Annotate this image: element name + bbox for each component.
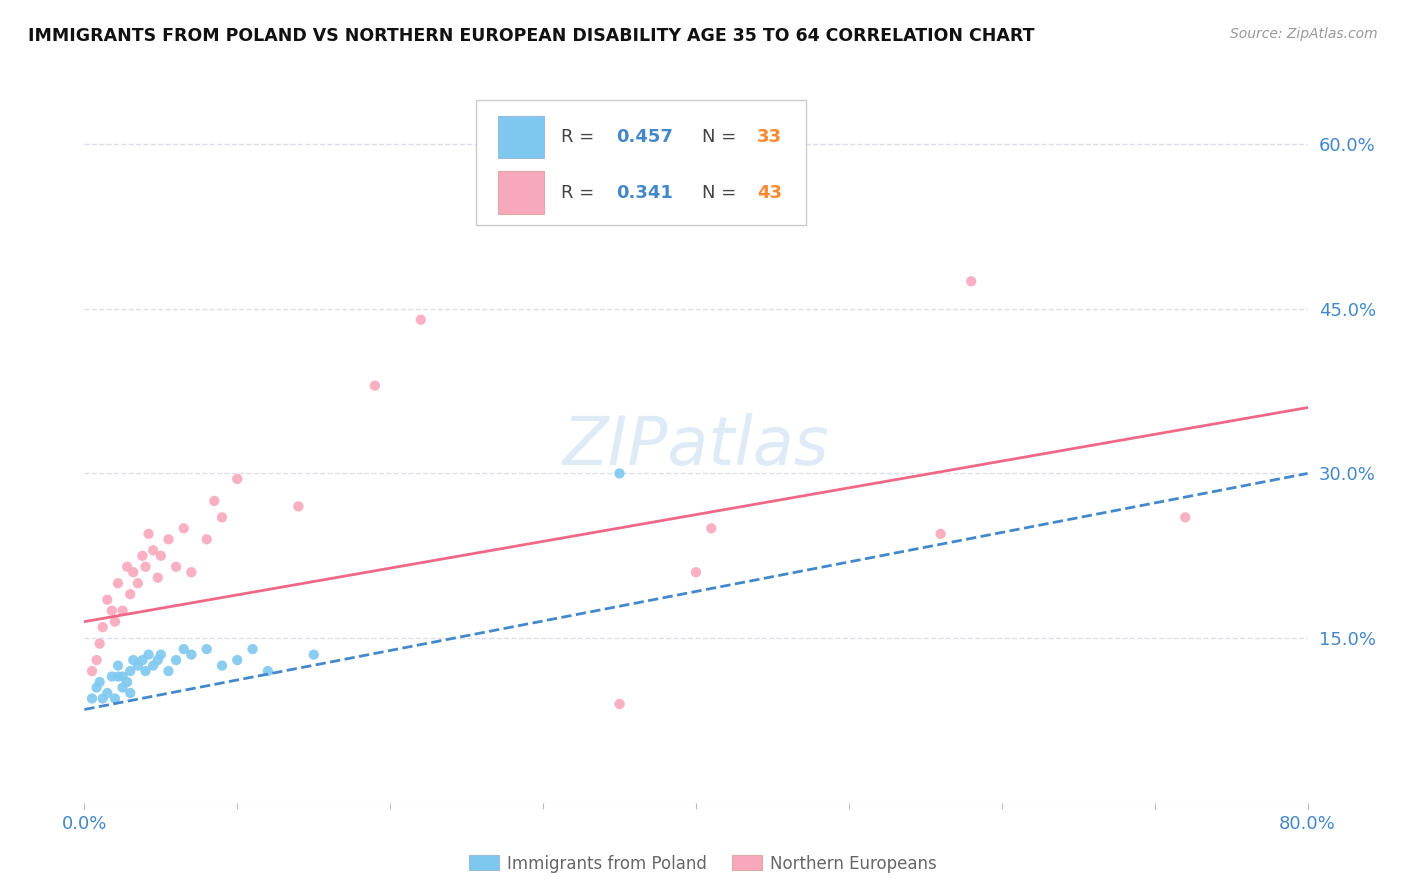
Point (131, 653, 153, 667)
Point (173, 642, 195, 657)
Point (101, 604, 124, 618)
Text: 43: 43 (758, 184, 782, 202)
Point (142, 658, 165, 673)
Point (131, 549, 153, 563)
Point (180, 566, 202, 580)
Point (211, 510, 233, 524)
Point (111, 681, 134, 695)
Point (127, 576, 149, 591)
Point (96, 686, 118, 700)
Point (107, 658, 129, 673)
Text: Source: ZipAtlas.com: Source: ZipAtlas.com (1230, 27, 1378, 41)
Point (115, 559, 138, 574)
Point (202, 494, 225, 508)
Text: R =: R = (561, 128, 600, 146)
Point (135, 664, 157, 678)
Point (180, 648, 202, 662)
Point (120, 686, 142, 700)
Point (111, 604, 134, 618)
Point (107, 669, 129, 683)
Point (929, 526, 952, 541)
Text: R =: R = (561, 184, 600, 202)
Point (287, 500, 309, 514)
Legend: Immigrants from Poland, Northern Europeans: Immigrants from Poland, Northern Europea… (463, 848, 943, 880)
Point (409, 312, 432, 326)
Point (157, 533, 180, 547)
Point (115, 675, 138, 690)
Point (149, 648, 172, 662)
Point (138, 648, 160, 662)
Point (120, 664, 142, 678)
Point (120, 587, 142, 601)
Point (226, 653, 249, 667)
Point (86, 681, 108, 695)
Point (89, 675, 111, 690)
Point (96, 592, 118, 607)
Point (91, 620, 114, 634)
Text: N =: N = (702, 184, 742, 202)
FancyBboxPatch shape (498, 171, 544, 214)
Point (364, 378, 387, 392)
Point (138, 526, 160, 541)
Text: 0.341: 0.341 (616, 184, 673, 202)
Point (1174, 510, 1197, 524)
Text: N =: N = (702, 128, 742, 146)
Point (101, 669, 124, 683)
Point (195, 533, 218, 547)
Point (609, 697, 631, 711)
Point (111, 669, 134, 683)
Point (107, 576, 129, 591)
Point (502, 169, 524, 184)
Point (91, 691, 114, 706)
Point (471, 202, 494, 217)
Point (226, 472, 249, 486)
Point (242, 642, 264, 657)
Point (135, 559, 157, 574)
Text: 0.457: 0.457 (616, 128, 673, 146)
FancyBboxPatch shape (475, 100, 806, 225)
Point (86, 653, 108, 667)
Text: IMMIGRANTS FROM POLAND VS NORTHERN EUROPEAN DISABILITY AGE 35 TO 64 CORRELATION : IMMIGRANTS FROM POLAND VS NORTHERN EUROP… (28, 27, 1035, 45)
Point (195, 642, 218, 657)
Point (127, 658, 149, 673)
Point (157, 664, 180, 678)
Point (80, 691, 103, 706)
Point (302, 648, 325, 662)
Point (960, 274, 983, 288)
Point (122, 653, 145, 667)
Point (149, 549, 172, 563)
Point (104, 691, 127, 706)
Point (165, 653, 187, 667)
Text: 33: 33 (758, 128, 782, 146)
Point (80, 664, 103, 678)
Point (142, 543, 165, 558)
Point (89, 637, 111, 651)
Point (104, 615, 127, 629)
Point (165, 559, 187, 574)
Point (257, 664, 280, 678)
Point (700, 521, 723, 535)
Point (146, 653, 169, 667)
Point (609, 467, 631, 481)
Point (173, 521, 195, 535)
Point (146, 571, 169, 585)
Point (122, 566, 145, 580)
Point (211, 658, 233, 673)
Text: ZIPatlas: ZIPatlas (562, 413, 830, 479)
Point (685, 566, 707, 580)
FancyBboxPatch shape (498, 116, 544, 159)
